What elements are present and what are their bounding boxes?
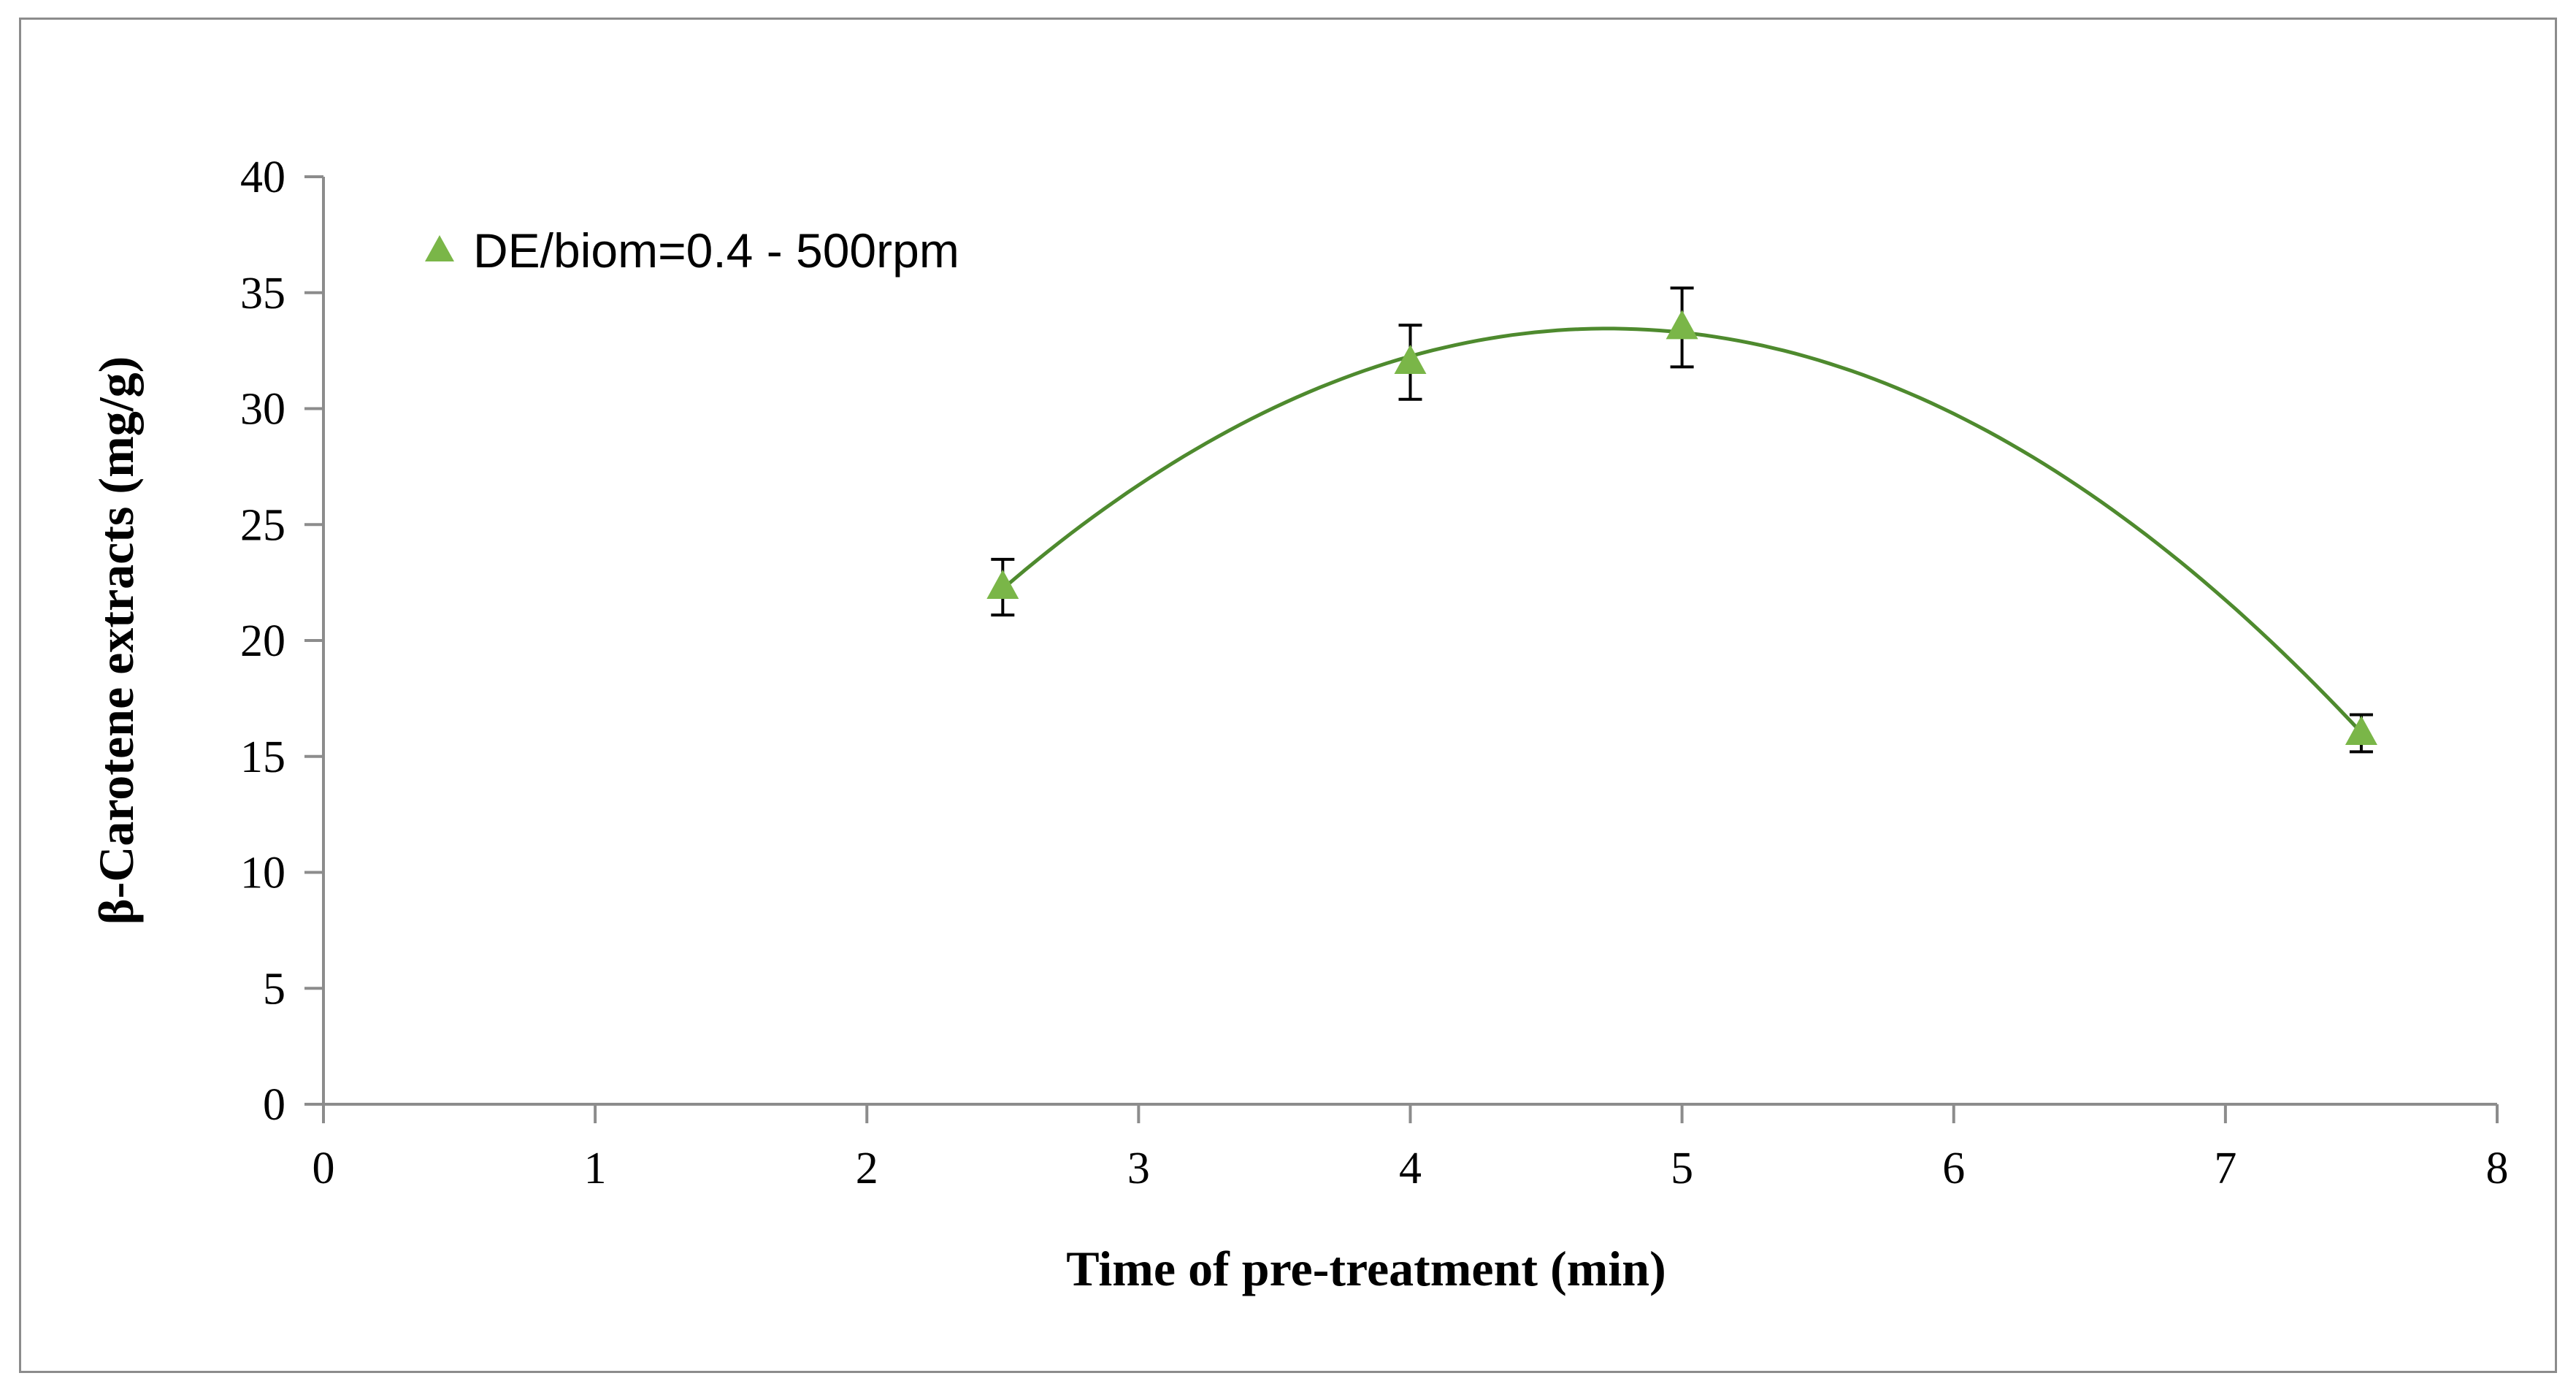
- y-tick-label: 20: [240, 616, 285, 666]
- y-axis-title: β-Carotene extracts (mg/g): [88, 356, 144, 925]
- x-tick-label: 0: [313, 1144, 335, 1193]
- y-tick-label: 15: [240, 733, 285, 782]
- trend-layer: [1001, 326, 2363, 734]
- y-tick-label: 0: [263, 1080, 285, 1130]
- x-axis-title: Time of pre-treatment (min): [1066, 1241, 1665, 1296]
- y-tick-label: 25: [240, 500, 285, 550]
- axes-layer: [322, 177, 2497, 1106]
- legend-label: DE/biom=0.4 - 500rpm: [473, 223, 959, 278]
- x-tick-label: 2: [856, 1144, 878, 1193]
- x-tick-label: 3: [1127, 1144, 1150, 1193]
- x-tick-label: 8: [2486, 1144, 2509, 1193]
- x-tick-label: 5: [1671, 1144, 1693, 1193]
- x-tick-label: 4: [1399, 1144, 1422, 1193]
- trendline-curve: [1001, 326, 2363, 734]
- ticks-layer: 0 5 10 15 20 25 30 35 40 0 1 2 3 4 5 6 7 8: [240, 153, 2509, 1193]
- legend-marker-triangle-icon: [425, 235, 454, 261]
- x-tick-label: 1: [584, 1144, 607, 1193]
- y-tick-label: 40: [240, 153, 285, 202]
- y-tick-label: 10: [240, 849, 285, 898]
- data-point-triangle: [1394, 345, 1427, 374]
- marker-layer: [986, 310, 2377, 745]
- y-tick-label: 5: [263, 964, 285, 1014]
- data-point-triangle: [2345, 716, 2377, 745]
- y-tick-label: 30: [240, 385, 285, 435]
- legend: DE/biom=0.4 - 500rpm: [425, 223, 959, 278]
- errorbar-layer: [991, 286, 2373, 754]
- x-tick-label: 6: [1942, 1144, 1965, 1193]
- x-tick-label: 7: [2214, 1144, 2236, 1193]
- data-point-triangle: [1665, 310, 1698, 340]
- data-point-triangle: [986, 569, 1019, 599]
- y-tick-label: 35: [240, 269, 285, 318]
